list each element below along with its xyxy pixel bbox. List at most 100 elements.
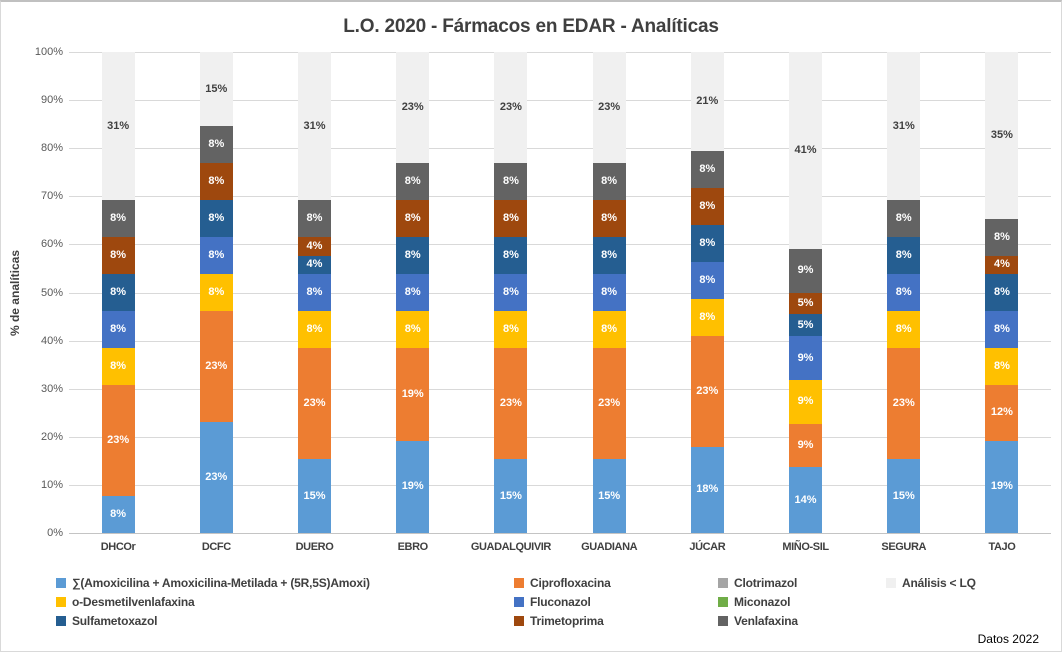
segment-label: 8% bbox=[895, 286, 912, 299]
segment-label: 5% bbox=[797, 318, 814, 331]
bar-segment: 12% bbox=[985, 385, 1019, 441]
segment-label: 8% bbox=[404, 212, 421, 225]
segment-label: 8% bbox=[110, 508, 127, 520]
chart-title: L.O. 2020 - Fármacos en EDAR - Analítica… bbox=[343, 16, 719, 37]
legend-label: Análisis < LQ bbox=[902, 575, 976, 590]
bar-segment: 8% bbox=[690, 150, 724, 188]
legend-label: Trimetoprima bbox=[530, 613, 604, 628]
bar-slot: 15% 23% 8% 8% 8% 8% 8% 23% bbox=[462, 52, 560, 533]
segment-label: 8% bbox=[699, 162, 716, 175]
bar-segment: 8% bbox=[690, 187, 724, 225]
y-tick-label: 60% bbox=[40, 238, 63, 251]
x-axis-label: DCFC bbox=[201, 541, 231, 553]
legend-item: Venlafaxina bbox=[718, 614, 886, 628]
bar-segment: 9% bbox=[789, 379, 823, 424]
segment-label: 9% bbox=[797, 439, 814, 452]
bar-segment: 8% bbox=[592, 200, 626, 238]
segment-label: 19% bbox=[401, 480, 424, 493]
bar-segment: 8% bbox=[592, 274, 626, 312]
legend-label: ∑(Amoxicilina + Amoxicilina-Metilada + (… bbox=[72, 575, 370, 590]
bar-miño-sil: 14% 9% 9% 9% 5% 5% 9% 41% bbox=[789, 52, 823, 533]
bar-slot: 19% 12% 8% 8% 8% 4% 8% 35% bbox=[953, 52, 1051, 533]
gridline bbox=[69, 533, 1051, 534]
bar-segment: 8% bbox=[985, 274, 1019, 312]
bar-segment: 18% bbox=[690, 446, 724, 533]
y-tick-label: 20% bbox=[40, 430, 63, 443]
segment-label: 8% bbox=[895, 212, 912, 225]
segment-label: 8% bbox=[993, 360, 1010, 373]
bar-segment: 8% bbox=[494, 274, 528, 312]
bar-segment: 4% bbox=[298, 255, 331, 275]
legend-swatch-icon bbox=[514, 577, 524, 588]
segment-label: 8% bbox=[306, 212, 323, 225]
x-axis-label: GUADIANA bbox=[581, 541, 638, 553]
segment-label: 8% bbox=[502, 212, 519, 225]
x-axis-label: SEGURA bbox=[881, 541, 927, 553]
bar-segment: 8% bbox=[494, 200, 528, 238]
segment-label: 8% bbox=[110, 323, 127, 336]
legend-label: Miconazol bbox=[734, 594, 791, 609]
bar-segment: 8% bbox=[985, 218, 1019, 256]
bar-slot: 15% 23% 8% 8% 8% 8% 31% bbox=[855, 52, 953, 533]
segment-label: 8% bbox=[208, 175, 225, 188]
bar-segment: 8% bbox=[887, 200, 921, 238]
gridline bbox=[69, 244, 1051, 246]
bar-slot: 15% 23% 8% 8% 4% 4% 8% 31% bbox=[265, 52, 363, 533]
bar-segment: 4% bbox=[985, 255, 1019, 275]
bar-segment: 8% bbox=[494, 311, 528, 349]
gridline bbox=[69, 340, 1051, 342]
legend-row: Sulfametoxazol Trimetoprima Venlafaxina bbox=[56, 611, 1051, 630]
bar-segment: 23% bbox=[592, 52, 626, 164]
bar-segment: 8% bbox=[592, 237, 626, 275]
y-tick-label: 30% bbox=[40, 382, 63, 395]
bars-row: 8% 23% 8% 8% 8% 8% 8% 31% 23% 23% 8% 8% 8% 8% 8% 15% 15%… bbox=[69, 52, 1051, 533]
segment-label: 41% bbox=[794, 143, 817, 156]
bar-segment: 8% bbox=[101, 496, 135, 533]
legend-item: Ciprofloxacina bbox=[514, 576, 718, 590]
bar-segment: 15% bbox=[298, 459, 331, 533]
segment-label: 8% bbox=[404, 286, 421, 299]
bar-segment: 19% bbox=[396, 348, 430, 441]
segment-label: 23% bbox=[598, 101, 621, 114]
bar-segment: 9% bbox=[789, 248, 823, 293]
bar-segment: 5% bbox=[789, 292, 823, 315]
bar-segment: 31% bbox=[887, 52, 921, 201]
bar-segment: 23% bbox=[298, 348, 331, 460]
segment-label: 15% bbox=[598, 489, 621, 502]
bar-segment: 14% bbox=[789, 467, 823, 533]
x-axis-label: TAJO bbox=[988, 541, 1016, 553]
bar-segment: 23% bbox=[396, 52, 430, 164]
bar-segment: 15% bbox=[199, 52, 233, 127]
bar-tajo: 19% 12% 8% 8% 8% 4% 8% 35% bbox=[985, 52, 1019, 533]
gridline bbox=[69, 484, 1051, 486]
segment-label: 8% bbox=[993, 323, 1010, 336]
bar-segment: 8% bbox=[101, 311, 135, 349]
bar-segment: 15% bbox=[887, 459, 921, 533]
segment-label: 8% bbox=[208, 249, 225, 262]
bar-slot: 18% 23% 8% 8% 8% 8% 8% 21% bbox=[658, 52, 756, 533]
plot-area: 8% 23% 8% 8% 8% 8% 8% 31% 23% 23% 8% 8% 8% 8% 8% 15% 15%… bbox=[69, 52, 1051, 534]
segment-label: 14% bbox=[794, 493, 817, 506]
bar-segment: 41% bbox=[789, 52, 823, 249]
segment-label: 4% bbox=[306, 258, 323, 271]
bar-segment: 5% bbox=[789, 314, 823, 337]
segment-label: 8% bbox=[404, 249, 421, 262]
y-tick-label: 70% bbox=[40, 190, 63, 203]
segment-label: 35% bbox=[990, 128, 1013, 141]
legend-swatch-icon bbox=[56, 577, 66, 588]
bar-slot: 14% 9% 9% 9% 5% 5% 9% 41% bbox=[756, 52, 854, 533]
segment-label: 8% bbox=[993, 230, 1010, 243]
bar-guadalquivir: 15% 23% 8% 8% 8% 8% 8% 23% bbox=[494, 52, 528, 533]
bar-segment: 23% bbox=[494, 348, 528, 460]
segment-label: 8% bbox=[895, 323, 912, 336]
segment-label: 8% bbox=[502, 286, 519, 299]
segment-label: 23% bbox=[303, 397, 326, 410]
legend-item: Análisis < LQ bbox=[886, 576, 1051, 590]
bar-segment: 8% bbox=[298, 311, 331, 349]
bar-slot: 23% 23% 8% 8% 8% 8% 8% 15% bbox=[167, 52, 265, 533]
bar-segment: 8% bbox=[887, 274, 921, 312]
legend-label: Venlafaxina bbox=[734, 613, 798, 628]
segment-label: 31% bbox=[892, 119, 915, 132]
legend-item: Miconazol bbox=[718, 595, 886, 609]
